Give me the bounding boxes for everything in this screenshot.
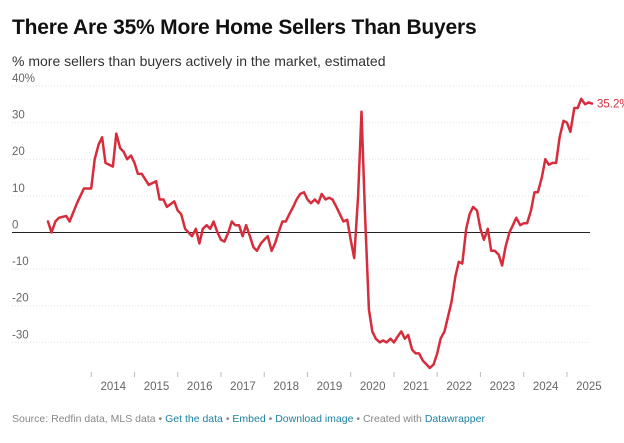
series-group (46, 97, 594, 370)
x-tick-label: 2020 (360, 381, 386, 393)
y-tick-label: -30 (12, 329, 29, 341)
footer-separator: • (222, 413, 233, 425)
chart-title: There Are 35% More Home Sellers Than Buy… (12, 16, 477, 39)
x-tick-label: 2019 (317, 381, 343, 393)
y-tick-label: 30 (12, 110, 25, 122)
x-tick-label: 2018 (273, 381, 299, 393)
y-tick-label: 20 (12, 146, 25, 158)
x-tick-label: 2015 (144, 381, 170, 393)
get-data-link[interactable]: Get the data (165, 413, 223, 425)
footer-separator: • (353, 413, 363, 425)
datawrapper-link[interactable]: Datawrapper (424, 413, 485, 425)
created-with-text: Created with (362, 413, 422, 425)
end-value-label: 35.2% (597, 99, 624, 111)
x-tick-label: 2025 (576, 381, 602, 393)
footer-separator: • (265, 413, 276, 425)
footer: Source: Redfin data, MLS data • Get the … (12, 413, 485, 425)
x-tick-label: 2017 (230, 381, 256, 393)
chart-subtitle: % more sellers than buyers actively in t… (12, 53, 386, 69)
footer-separator: • (155, 413, 166, 425)
y-tick-label: -10 (12, 256, 29, 268)
y-tick-label: 0 (12, 219, 18, 231)
x-tick-label: 2024 (533, 381, 559, 393)
embed-link[interactable]: Embed (232, 413, 266, 425)
x-tick-label: 2022 (446, 381, 472, 393)
x-tick-label: 2016 (187, 381, 213, 393)
x-tick-label: 2023 (490, 381, 516, 393)
x-axis-labels: 2014 2015 2016 2017 2018 2019 2020 2021 2022 2023… (100, 381, 601, 393)
x-tick-label: 2021 (403, 381, 429, 393)
source-note: Source: Redfin data, MLS data (12, 413, 156, 425)
y-tick-label: -20 (12, 293, 29, 305)
x-tick-label: 2014 (100, 381, 126, 393)
line-chart: 40% 30 20 10 0 -10 -20 -30 2014 2015 2016 2017 2018… (12, 73, 624, 393)
gridlines (12, 85, 590, 343)
series-line (46, 97, 594, 370)
download-image-link[interactable]: Download image (275, 413, 354, 425)
y-tick-label: 40% (12, 73, 35, 85)
y-axis-labels: 40% 30 20 10 0 -10 -20 -30 (12, 73, 35, 341)
end-labels: 35.2% (597, 99, 624, 111)
y-tick-label: 10 (12, 183, 25, 195)
x-axis-ticks (90, 372, 568, 377)
